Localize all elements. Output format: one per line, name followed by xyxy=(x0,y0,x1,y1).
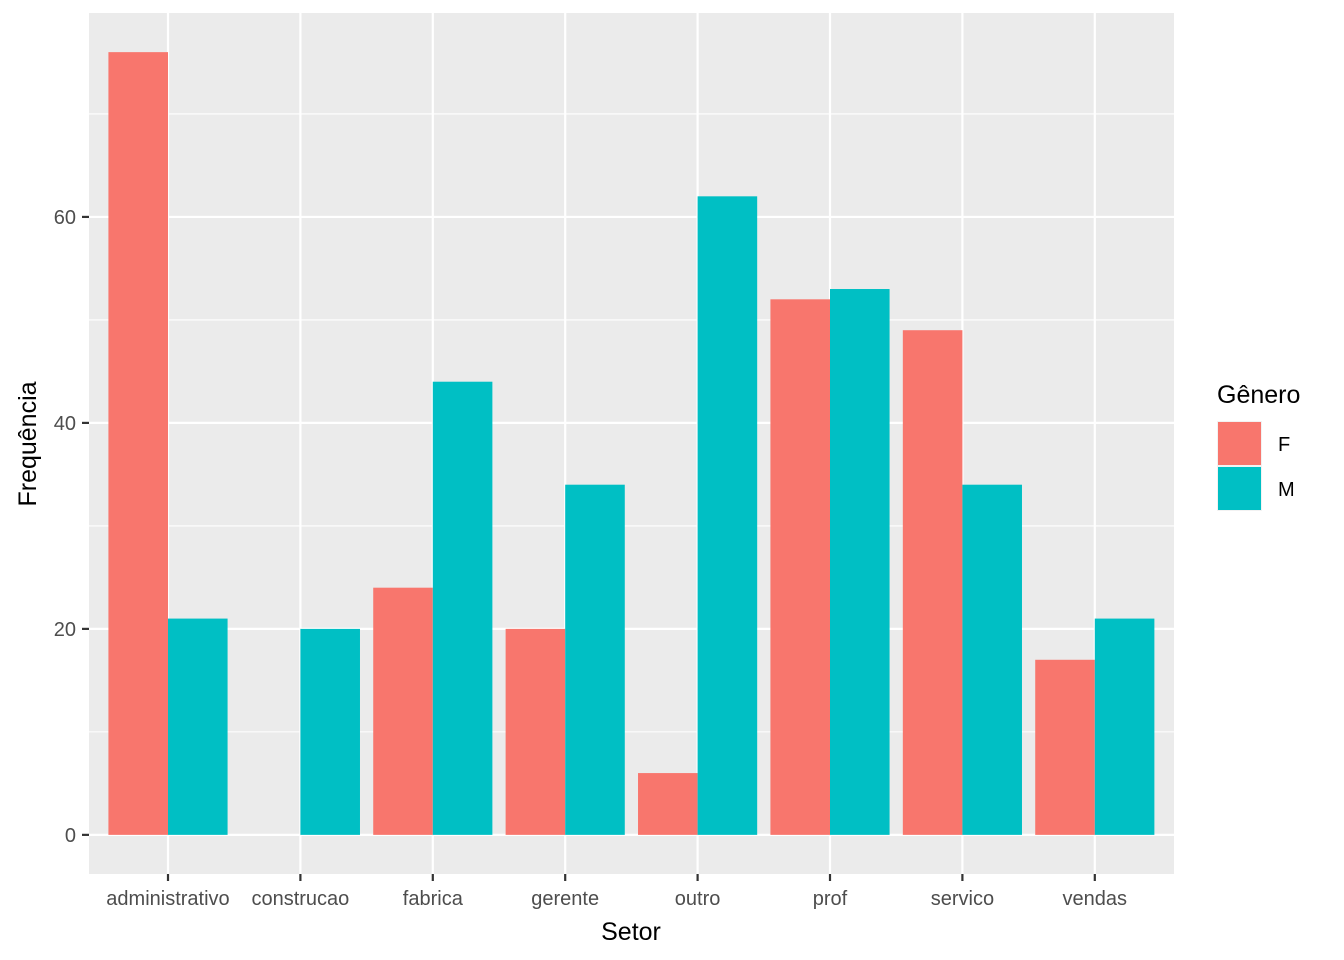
bar-prof-M xyxy=(830,289,890,835)
bar-servico-F xyxy=(902,330,963,835)
legend-swatch-F xyxy=(1218,422,1261,465)
bar-gerente-F xyxy=(505,628,566,835)
bar-vendas-M xyxy=(1094,618,1155,835)
y-tick-label: 40 xyxy=(54,413,76,435)
bar-administrativo-F xyxy=(108,52,168,835)
x-axis-title: Setor xyxy=(601,918,661,946)
legend-swatch-M xyxy=(1218,467,1261,510)
bar-vendas-F xyxy=(1035,659,1095,835)
bar-servico-M xyxy=(962,484,1022,835)
bar-gerente-M xyxy=(565,484,625,835)
y-tick-label: 0 xyxy=(65,825,76,847)
bar-administrativo-M xyxy=(168,618,228,835)
bar-prof-F xyxy=(770,299,830,835)
y-tick-label: 60 xyxy=(54,207,76,229)
x-tick-label-administrativo: administrativo xyxy=(106,888,229,910)
bars xyxy=(108,52,1155,835)
legend-label-M: M xyxy=(1278,479,1295,501)
x-tick-label-outro: outro xyxy=(675,888,721,910)
y-axis-title: Frequência xyxy=(14,381,42,506)
bar-fabrica-M xyxy=(432,381,493,835)
y-tick-label: 20 xyxy=(54,619,76,641)
legend-title: Gênero xyxy=(1217,381,1300,409)
x-tick-label-construcao: construcao xyxy=(251,888,349,910)
x-tick-label-prof: prof xyxy=(813,888,848,910)
x-axis: administrativo construcao fabrica gerente ou… xyxy=(106,874,1127,910)
bar-outro-M xyxy=(697,196,758,835)
x-tick-label-gerente: gerente xyxy=(531,888,599,910)
bar-construcao-M xyxy=(300,628,360,835)
legend-label-F: F xyxy=(1278,434,1290,456)
y-axis: 0 20 40 60 xyxy=(54,207,89,847)
bar-outro-F xyxy=(638,773,698,835)
x-tick-label-vendas: vendas xyxy=(1063,888,1128,910)
x-tick-label-servico: servico xyxy=(931,888,994,910)
legend: Gênero F M xyxy=(1217,381,1300,511)
x-tick-label-fabrica: fabrica xyxy=(403,888,464,910)
bar-fabrica-F xyxy=(373,587,433,835)
